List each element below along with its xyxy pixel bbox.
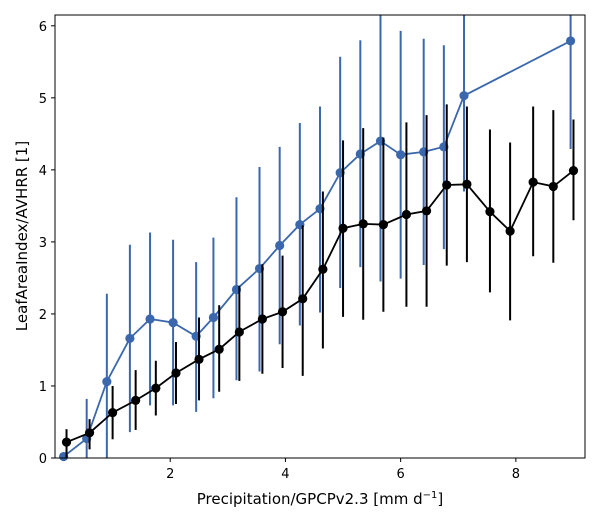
data-point-black <box>318 264 328 274</box>
data-point-black <box>171 368 181 378</box>
data-point-black <box>131 395 141 405</box>
data-point-black <box>61 437 72 447</box>
data-point-blue <box>145 314 155 324</box>
data-point-black <box>401 209 412 220</box>
data-point-blue <box>168 317 178 328</box>
y-axis-label: LeafAreaIndex/AVHRR [1] <box>13 141 31 331</box>
data-point-black <box>214 344 224 354</box>
data-point-black <box>234 327 244 337</box>
data-point-black <box>548 181 558 192</box>
plot-frame <box>54 14 586 459</box>
data-point-blue <box>396 150 406 160</box>
data-point-black <box>442 180 452 190</box>
data-point-black <box>298 294 308 304</box>
data-point-blue <box>102 377 112 387</box>
data-point-black <box>338 223 348 233</box>
data-point-black <box>421 206 432 216</box>
data-point-black <box>568 165 579 176</box>
data-point-blue <box>565 36 576 46</box>
y-tick-label: 5 <box>39 92 47 107</box>
series-layer <box>59 15 579 462</box>
y-tick-label: 2 <box>39 308 47 323</box>
data-point-black <box>257 314 267 324</box>
data-point-blue <box>459 91 469 101</box>
x-tick-label: 2 <box>166 467 174 482</box>
data-point-black <box>378 220 388 230</box>
ticks-layer: 2 4 6 8 0 1 2 3 4 5 6 <box>39 20 520 482</box>
x-axis-label: Precipitation/GPCPv2.3 [mm d−1] <box>197 490 443 508</box>
x-tick-label: 8 <box>512 467 520 482</box>
series-line-blue <box>63 40 572 458</box>
y-tick-label: 6 <box>39 20 47 35</box>
data-point-black <box>84 428 95 438</box>
series-black <box>61 104 579 458</box>
data-point-blue <box>208 312 219 323</box>
y-tick-label: 3 <box>39 236 47 251</box>
data-point-black <box>277 307 288 317</box>
data-point-black <box>358 219 368 229</box>
data-point-black <box>108 408 118 418</box>
data-point-black <box>505 226 515 236</box>
data-point-black <box>151 383 161 393</box>
y-tick-label: 4 <box>39 164 47 179</box>
data-point-black <box>485 207 495 217</box>
x-tick-label: 6 <box>397 467 405 482</box>
data-point-black <box>528 177 538 187</box>
data-point-black <box>194 354 204 364</box>
data-point-blue <box>125 333 135 344</box>
y-tick-label: 1 <box>39 380 47 395</box>
x-tick-label: 4 <box>281 467 289 482</box>
data-point-black <box>462 179 472 189</box>
data-point-blue <box>275 240 285 251</box>
y-tick-label: 0 <box>39 452 47 467</box>
